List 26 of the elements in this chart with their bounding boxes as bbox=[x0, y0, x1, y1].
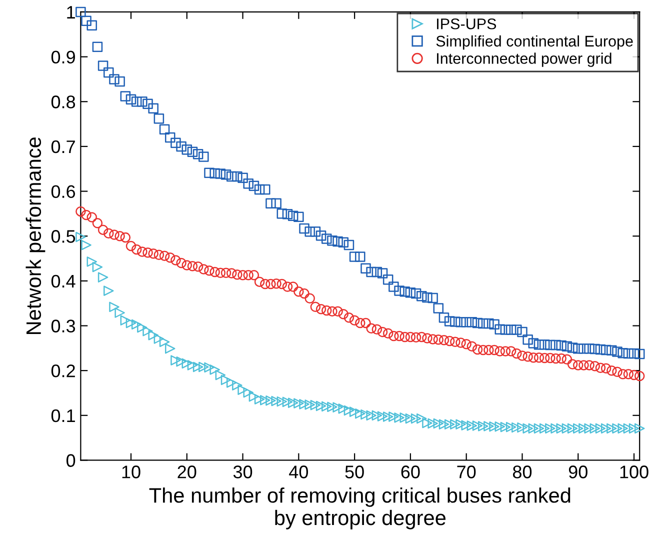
x-tick-label: 90 bbox=[568, 466, 588, 478]
y-tick-label: 0.5 bbox=[51, 230, 76, 243]
y-tick-label: 0.2 bbox=[51, 364, 75, 378]
legend-label: Simplified continental Europe bbox=[436, 35, 633, 50]
x-tick-label: 60 bbox=[401, 466, 420, 478]
y-tick-label: 0.1 bbox=[51, 409, 75, 422]
x-tick-label: 80 bbox=[512, 466, 532, 478]
legend-label: Interconnected power grid bbox=[437, 52, 612, 67]
x-tick-label: 100 bbox=[620, 466, 648, 478]
y-tick-label: 0.8 bbox=[51, 96, 76, 108]
y-axis-title: Network performance bbox=[26, 137, 46, 334]
x-tick-label: 50 bbox=[345, 466, 364, 478]
legend-label: IPS-UPS bbox=[437, 18, 496, 30]
y-tick-label: 0 bbox=[66, 454, 76, 467]
y-tick-label: 0.4 bbox=[51, 274, 76, 288]
y-tick-label: 1 bbox=[67, 6, 75, 19]
y-tick-label: 0.3 bbox=[51, 320, 76, 332]
x-axis-title: The number of removing critical buses ranked by entropic degree bbox=[149, 487, 570, 530]
x-tick-label: 20 bbox=[178, 466, 196, 478]
x-tick-label: 40 bbox=[289, 466, 308, 478]
x-tick-label: 10 bbox=[122, 466, 140, 478]
x-tick-label: 30 bbox=[233, 466, 252, 478]
y-tick-label: 0.7 bbox=[51, 140, 75, 154]
y-tick-label: 0.9 bbox=[51, 50, 75, 64]
y-tick-label: 0.6 bbox=[51, 185, 76, 198]
x-tick-label: 70 bbox=[457, 466, 476, 478]
